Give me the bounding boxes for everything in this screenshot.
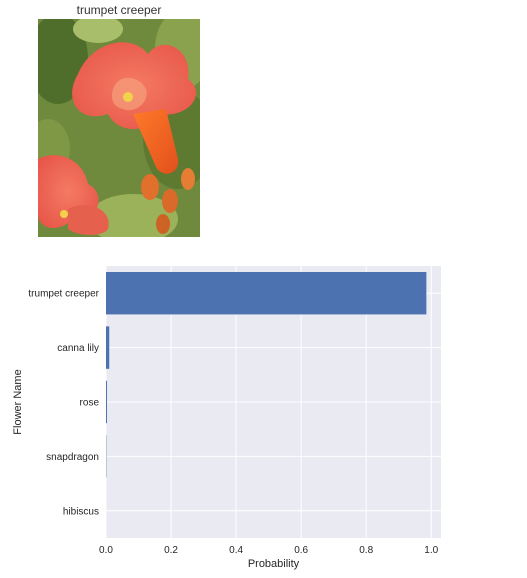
y-tick-label: rose xyxy=(80,398,100,409)
x-tick-label: 0.8 xyxy=(359,545,373,556)
y-axis-label: Flower Name xyxy=(12,369,24,434)
x-tick-label: 1.0 xyxy=(424,545,438,556)
y-tick-label: trumpet creeper xyxy=(28,289,99,300)
x-tick-label: 0.2 xyxy=(164,545,178,556)
y-tick-label: canna lily xyxy=(57,343,99,354)
bars xyxy=(106,271,427,478)
x-tick-label: 0.4 xyxy=(229,545,243,556)
x-axis-label: Probability xyxy=(248,558,300,570)
x-tick-label: 0.0 xyxy=(99,545,113,556)
y-tick-labels: trumpet creeper canna lily rose snapdragon h… xyxy=(28,289,99,518)
x-tick-label: 0.6 xyxy=(294,545,308,556)
bar-rose xyxy=(106,380,107,424)
x-tick-labels: 0.0 0.2 0.4 0.6 0.8 1.0 xyxy=(99,545,439,556)
bar-canna-lily xyxy=(106,326,110,369)
y-tick-label: snapdragon xyxy=(46,452,99,463)
bar-trumpet-creeper xyxy=(106,271,427,315)
flower-photo xyxy=(38,19,200,237)
y-tick-label: hibiscus xyxy=(63,506,99,517)
image-title: trumpet creeper xyxy=(76,3,162,17)
